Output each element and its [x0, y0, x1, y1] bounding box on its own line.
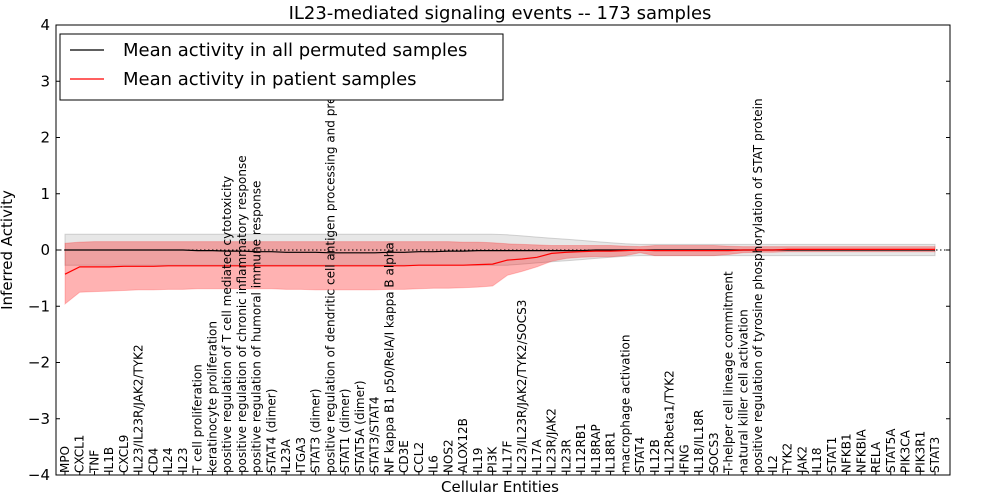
chart-title: IL23-mediated signaling events -- 173 sa… [289, 3, 712, 24]
entity-label: IL19 [471, 448, 485, 474]
patient-band [64, 241, 936, 306]
entity-label: PI3K [486, 446, 500, 473]
entity-label: NFKB1 [840, 433, 854, 473]
entity-label: IL17F [500, 441, 514, 473]
entity-label: JAK2 [795, 446, 809, 474]
entity-label: NFKBIA [854, 428, 868, 473]
entity-label: IL12B [648, 439, 662, 473]
entity-label: IL6 [427, 455, 441, 473]
entity-label: ALOX12B [456, 418, 470, 473]
entity-label: IL23R/JAK2 [545, 408, 559, 473]
entity-label: STAT1 (dimer) [338, 389, 352, 473]
entity-label: STAT3/STAT4 [368, 396, 382, 473]
legend-label-patient: Mean activity in patient samples [123, 69, 417, 90]
entity-label: positive regulation of chronic inflammat… [235, 155, 249, 473]
entity-label: STAT3 [928, 437, 942, 473]
entity-label: IL18R1 [604, 432, 618, 473]
entity-label: NF kappa B1 p50/RelA/I kappa B alpha [382, 242, 396, 473]
entity-label: T cell proliferation [191, 364, 205, 474]
series-line-patient [64, 248, 935, 275]
entity-label: IFNG [677, 444, 691, 473]
y-tick-label: 1 [40, 185, 50, 203]
entity-label: IL12Rbeta1/TYK2 [663, 370, 677, 473]
y-tick-label: 3 [40, 72, 50, 90]
entity-label: TYK2 [781, 443, 795, 474]
x-axis-title: Cellular Entities [441, 478, 559, 496]
entity-label: CCL2 [412, 442, 426, 473]
legend-box [59, 33, 504, 101]
entity-label: STAT4 (dimer) [264, 389, 278, 473]
entity-label: MPO [58, 446, 72, 473]
y-tick-label: −3 [28, 410, 50, 428]
entity-label: positive regulation of humoral immune re… [250, 181, 264, 473]
y-axis-title: Inferred Activity [0, 190, 16, 310]
entity-label: CD3E [397, 440, 411, 473]
entity-label: T-helper cell lineage commitment [722, 271, 736, 474]
entity-label: IL23/IL23R/JAK2/TYK2 [132, 344, 146, 473]
entity-label: IL23 [176, 448, 190, 474]
entity-label: RELA [869, 441, 883, 473]
entity-label: IL18RAP [589, 424, 603, 473]
entity-label: positive regulation of dendritic cell an… [323, 40, 337, 473]
entity-label: STAT5A (dimer) [353, 380, 367, 473]
entity-label: keratinocyte proliferation [206, 321, 220, 473]
entity-label: ITGA3 [294, 437, 308, 473]
entity-label: macrophage activation [618, 335, 632, 473]
legend-label-permuted: Mean activity in all permuted samples [123, 40, 467, 61]
entity-label: positive regulation of tyrosine phosphor… [751, 98, 765, 473]
entity-label: IL12RB1 [574, 423, 588, 473]
entity-label: IL1B [102, 447, 116, 473]
entity-label: IL23R [559, 439, 573, 473]
entity-label: IL23/IL23R/JAK2/TYK2/SOCS3 [515, 300, 529, 473]
entity-label: IL2 [766, 455, 780, 473]
entity-label: STAT4 [633, 437, 647, 473]
entity-label: IL23A [279, 439, 293, 473]
entity-label: STAT1 [825, 437, 839, 473]
entity-label: CXCL9 [117, 435, 131, 473]
entity-label: SOCS3 [707, 432, 721, 473]
entity-label: CD4 [147, 448, 161, 473]
entity-label: CXCL1 [73, 435, 87, 473]
entity-label: STAT5A [884, 428, 898, 473]
entity-label: IL17A [530, 439, 544, 473]
y-tick-label: 0 [40, 241, 50, 259]
entity-label: natural killer cell activation [736, 309, 750, 473]
entity-label: PIK3R1 [913, 431, 927, 473]
entity-label: positive regulation of T cell mediated c… [220, 176, 234, 473]
y-tick-label: −1 [28, 297, 50, 315]
entity-label: NOS2 [441, 439, 455, 473]
legend: Mean activity in all permuted samples Me… [59, 33, 504, 101]
entity-label: IL18 [810, 448, 824, 474]
y-tick-label: −2 [28, 354, 50, 372]
entity-label: IL18/IL18R [692, 410, 706, 473]
entity-label: IL24 [161, 448, 175, 474]
entity-label: PIK3CA [899, 429, 913, 473]
entity-label: TNF [88, 450, 102, 474]
y-tick-label: 4 [40, 16, 50, 34]
y-tick-label: 2 [40, 129, 50, 147]
entity-label: STAT3 (dimer) [309, 389, 323, 473]
y-tick-label: −4 [28, 466, 50, 484]
